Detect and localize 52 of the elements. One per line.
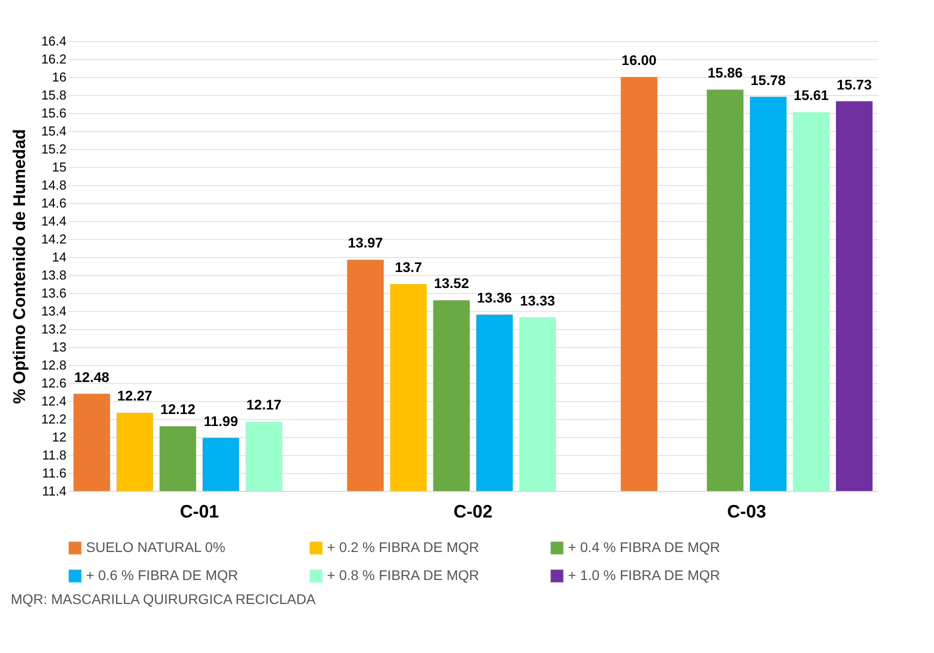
y-tick-label: 15.2: [41, 142, 66, 156]
legend-label: + 0.6 % FIBRA DE MQR: [86, 567, 238, 583]
data-label: 15.86: [708, 64, 743, 81]
y-tick-label: 14.2: [41, 232, 66, 246]
y-tick-label: 16: [52, 70, 66, 84]
y-tick-label: 14: [52, 250, 66, 264]
y-tick-label: 13.8: [41, 268, 66, 282]
y-tick-label: 16.2: [41, 52, 66, 66]
data-label: 15.61: [794, 87, 829, 104]
data-label: 13.7: [394, 259, 422, 275]
y-tick-label: 15.4: [41, 124, 66, 138]
text: MQR: MASCARILLA QUIRURGICA RECICLADA: [10, 591, 316, 607]
y-tick-label: 15.6: [41, 106, 66, 120]
legend-label: + 0.8 % FIBRA DE MQR: [327, 567, 480, 583]
data-label: 12.48: [74, 368, 110, 385]
y-tick-label: 16.4: [41, 34, 66, 48]
y-tick-label: 12.8: [41, 358, 66, 372]
y-tick-label: 11.6: [42, 466, 66, 480]
data-label: 13.52: [434, 275, 470, 292]
data-label: 15.73: [836, 76, 872, 92]
data-label: 16.00: [622, 52, 657, 68]
legend-label: + 1.0 % FIBRA DE MQR: [568, 567, 720, 583]
y-tick-label: 12.4: [41, 394, 66, 408]
data-label: 12.17: [246, 396, 282, 413]
y-tick-label: 13.2: [41, 322, 66, 336]
y-tick-label: 14.6: [41, 196, 66, 210]
legend-label: SUELO NATURAL 0%: [86, 539, 226, 555]
y-tick-label: 14.4: [41, 214, 66, 228]
y-tick-label: 13.6: [41, 286, 66, 300]
y-tick-label: 12.6: [41, 376, 66, 390]
x-tick-label: C-02: [453, 502, 493, 522]
data-label: 12.27: [117, 388, 153, 404]
y-tick-label: 15.8: [41, 88, 66, 102]
y-tick-label: 11.4: [42, 484, 66, 498]
y-axis-title: % Optimo Contenido de Humedad: [10, 129, 30, 404]
data-label: 11.99: [204, 412, 238, 429]
data-label: 13.97: [348, 234, 384, 251]
y-tick-label: 13.4: [41, 304, 66, 318]
data-label: 15.78: [750, 72, 786, 88]
y-tick-label: 14.8: [41, 178, 66, 192]
data-label: 13.33: [520, 292, 556, 308]
legend-label: + 0.4 % FIBRA DE MQR: [568, 539, 720, 555]
data-label: 13.36: [476, 290, 512, 306]
x-tick-label: C-03: [727, 502, 766, 522]
data-label: 12.12: [160, 401, 196, 418]
legend-label: + 0.2 % FIBRA DE MQR: [327, 539, 480, 555]
y-tick-label: 15: [52, 160, 66, 174]
x-tick-label: C-01: [180, 502, 219, 522]
y-tick-label: 12: [52, 430, 66, 444]
y-tick-label: 13: [52, 340, 66, 354]
y-tick-label: 12.2: [41, 412, 66, 426]
y-tick-label: 11.8: [42, 448, 66, 462]
